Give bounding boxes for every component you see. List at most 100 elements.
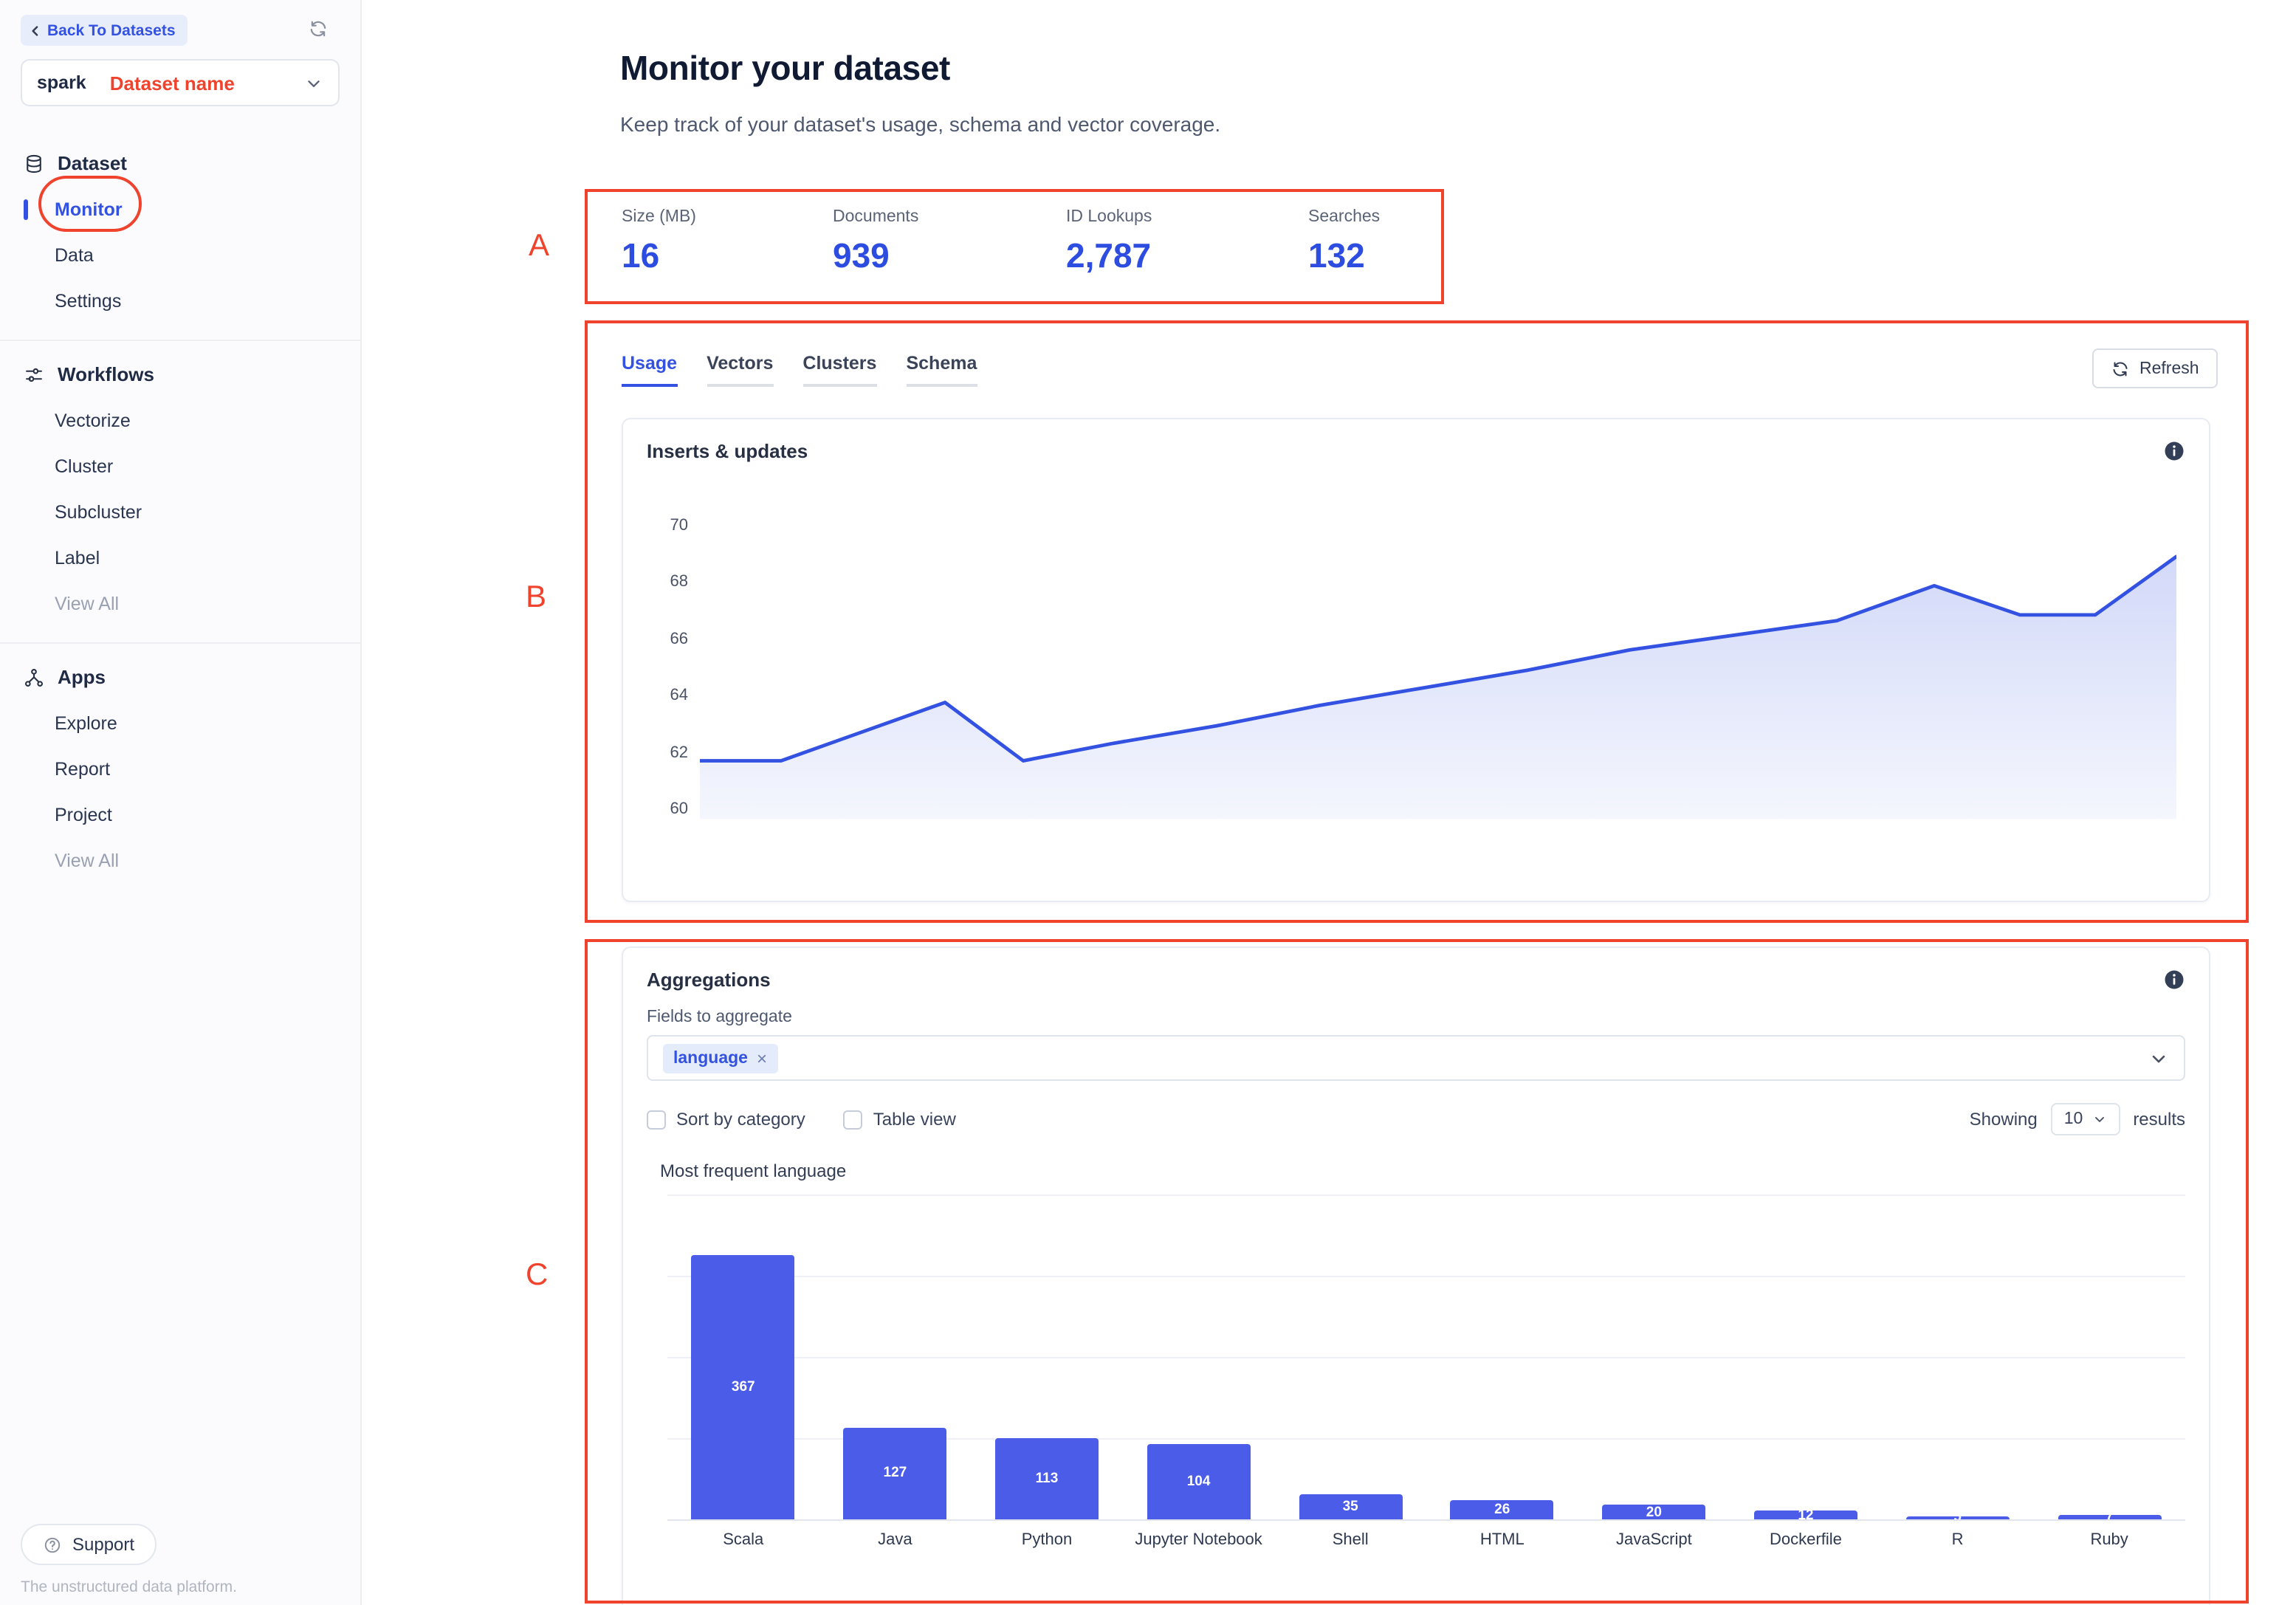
bar-jupyter-notebook: 104 [1147, 1444, 1251, 1519]
bar-column: 5 [1882, 1195, 2034, 1519]
bar-value: 5 [1953, 1516, 1962, 1519]
support-button[interactable]: Support [21, 1524, 157, 1565]
bar-category-label: Jupyter Notebook [1135, 1531, 1262, 1549]
tab-clusters[interactable]: Clusters [802, 353, 877, 387]
y-axis-tick: 62 [670, 743, 689, 762]
help-icon [43, 1535, 62, 1554]
sidebar-item-settings[interactable]: Settings [55, 291, 122, 312]
stat-label: Documents [833, 208, 919, 226]
sidebar-item-monitor[interactable]: Monitor [21, 188, 340, 233]
bar-column: 7 [2033, 1195, 2185, 1519]
apps-icon [24, 667, 44, 687]
stat-size-mb: Size (MB) 16 [622, 208, 833, 276]
checkbox-icon[interactable] [843, 1110, 863, 1129]
sidebar-section-header: Workflows [21, 350, 340, 399]
stat-value: 2,787 [1066, 236, 1152, 275]
page-subtitle: Keep track of your dataset's usage, sche… [620, 112, 1221, 136]
checkbox-label: Table view [873, 1109, 956, 1130]
card-header: Inserts & updates [623, 419, 2209, 462]
bar-column: 104 [1123, 1195, 1275, 1519]
showing-label: Showing [1969, 1109, 2038, 1130]
bar-category-label: R [1951, 1531, 1964, 1549]
stat-id-lookups: ID Lookups 2,787 [1066, 208, 1308, 276]
bar-column: 113 [971, 1195, 1123, 1519]
card-header: Aggregations [623, 948, 2209, 991]
language-bar-chart: 367 127 113 104 35 26 20 12 5 7 Scala Java Python Ju… [667, 1195, 2185, 1564]
dataset-prefix: spark [37, 72, 86, 93]
aggregations-card: Aggregations Fields to aggregate languag… [622, 946, 2210, 1605]
sidebar-item-view-all[interactable]: View All [55, 850, 120, 871]
stat-value: 16 [622, 236, 660, 275]
gridline [667, 1357, 2185, 1358]
bar-shell: 35 [1299, 1494, 1403, 1519]
main-content: Monitor your dataset Keep track of your … [362, 0, 2296, 1605]
results-label: results [2133, 1109, 2185, 1130]
y-axis-tick: 64 [670, 687, 689, 705]
showing-results-group: Showing 10 results [1970, 1103, 2185, 1135]
dataset-name: Dataset name [109, 72, 235, 94]
sidebar-item-view-all[interactable]: View All [55, 594, 120, 614]
info-icon[interactable] [2163, 440, 2185, 462]
sidebar-item-report[interactable]: Report [55, 759, 111, 780]
sidebar-item-project[interactable]: Project [55, 805, 112, 825]
tab-vectors[interactable]: Vectors [707, 353, 774, 387]
sync-icon[interactable] [309, 19, 328, 38]
sidebar-item-vectorize[interactable]: Vectorize [55, 410, 131, 431]
bar-value: 113 [1035, 1470, 1059, 1487]
info-icon[interactable] [2163, 969, 2185, 991]
bar-column: 20 [1578, 1195, 1730, 1519]
bar-chart-categories: Scala Java Python Jupyter Notebook Shell HTML… [667, 1531, 2185, 1549]
sync-icon [2111, 360, 2129, 377]
gridline [667, 1276, 2185, 1277]
y-axis-tick: 68 [670, 573, 689, 591]
page-title: Monitor your dataset [620, 49, 950, 87]
sidebar-item-subcluster[interactable]: Subcluster [55, 502, 142, 523]
bar-category-label: Dockerfile [1770, 1531, 1842, 1549]
field-tag-language[interactable]: language × [663, 1043, 777, 1073]
bar-ruby: 7 [2058, 1514, 2162, 1519]
chevron-left-icon [28, 23, 43, 38]
checkbox-icon[interactable] [647, 1110, 666, 1129]
stat-label: Size (MB) [622, 208, 696, 226]
bar-value: 104 [1186, 1474, 1211, 1491]
sidebar-section-header: Apps [21, 653, 340, 701]
results-count-select[interactable]: 10 [2050, 1103, 2120, 1135]
table-view-checkbox[interactable]: Table view [843, 1109, 956, 1130]
close-icon[interactable]: × [756, 1048, 767, 1068]
back-to-datasets-button[interactable]: Back To Datasets [21, 15, 188, 46]
refresh-button[interactable]: Refresh [2092, 348, 2218, 388]
bar-value: 35 [1342, 1498, 1358, 1515]
sidebar-section-dataset: Dataset Monitor Data Settings [0, 130, 360, 340]
chevron-down-icon [2148, 1048, 2169, 1068]
sidebar-footer: Support The unstructured data platform. [21, 1524, 340, 1596]
card-title: Aggregations [647, 969, 771, 991]
section-label: Apps [58, 666, 106, 688]
data-line [700, 557, 2176, 761]
gridline [667, 1519, 2185, 1521]
back-button-label: Back To Datasets [47, 21, 176, 39]
fields-select[interactable]: language × [647, 1035, 2185, 1081]
support-label: Support [72, 1534, 135, 1555]
results-count-value: 10 [2063, 1110, 2083, 1128]
workflows-icon [24, 364, 44, 385]
tab-schema[interactable]: Schema [906, 353, 977, 387]
bar-value: 12 [1798, 1511, 1814, 1519]
sidebar-item-cluster[interactable]: Cluster [55, 456, 114, 477]
chevron-down-icon [304, 73, 323, 92]
database-icon [24, 153, 44, 173]
sidebar-item-explore[interactable]: Explore [55, 713, 117, 734]
line-chart-svg [700, 518, 2176, 819]
bar-value: 26 [1494, 1502, 1510, 1519]
y-axis-tick: 70 [670, 517, 689, 535]
dataset-selector[interactable]: spark Dataset name [21, 59, 340, 106]
sidebar-item-data[interactable]: Data [55, 245, 94, 266]
sidebar: Back To Datasets spark Dataset name Data… [0, 0, 362, 1605]
tab-usage[interactable]: Usage [622, 353, 678, 387]
bar-scala: 367 [691, 1254, 795, 1519]
sort-by-category-checkbox[interactable]: Sort by category [647, 1109, 805, 1130]
bar-category-label: Ruby [2090, 1531, 2128, 1549]
sidebar-item-label[interactable]: Label [55, 548, 100, 568]
bar-category-label: Scala [723, 1531, 764, 1549]
bar-column: 12 [1730, 1195, 1882, 1519]
